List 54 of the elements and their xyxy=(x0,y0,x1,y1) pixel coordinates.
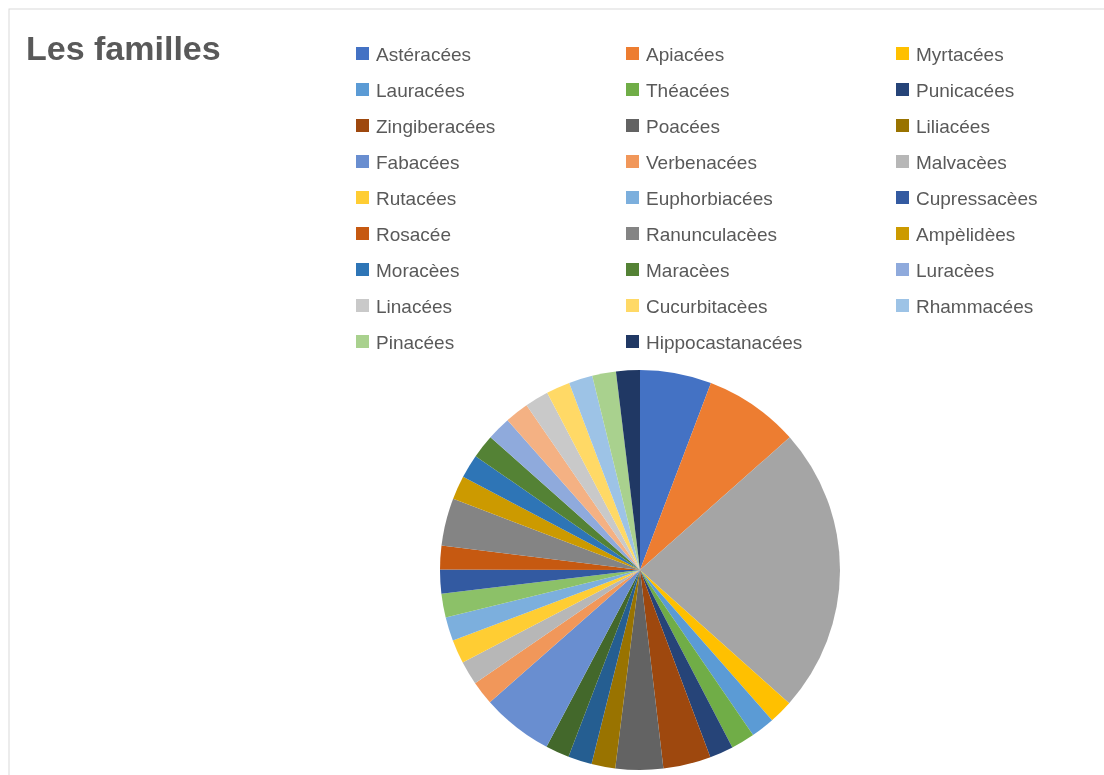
legend-label: Euphorbiacées xyxy=(646,187,773,209)
pie-slice xyxy=(475,570,640,703)
legend-label: Apiacées xyxy=(646,43,725,65)
legend-label: Fabacées xyxy=(376,151,460,173)
legend-label: Rosacée xyxy=(376,223,451,245)
pie-slice xyxy=(463,456,640,570)
legend-label: Poacées xyxy=(646,115,720,137)
legend-label: Hippocastanacées xyxy=(646,331,803,353)
pie-slice xyxy=(640,570,754,748)
legend-label: Malvacèes xyxy=(916,151,1007,173)
legend-label: Rhammacées xyxy=(916,295,1034,317)
legend-label: Lauracées xyxy=(376,79,465,101)
pie-slice xyxy=(592,371,640,570)
legend-label: Myrtacées xyxy=(916,43,1004,65)
legend-label: Rutacées xyxy=(376,187,457,209)
pie-slice xyxy=(453,476,640,570)
legend-label: Pinacées xyxy=(376,331,455,353)
pie-slice xyxy=(441,498,640,570)
pie-slice xyxy=(640,570,773,735)
pie-slice xyxy=(441,570,640,618)
pie-slice xyxy=(569,375,640,570)
pie-slice xyxy=(452,570,640,663)
pie-slice xyxy=(462,570,640,684)
legend-label: Verbenacées xyxy=(646,151,757,173)
pie-slice xyxy=(640,570,733,758)
pie-slice xyxy=(640,570,711,769)
legend-label: Zingiberacées xyxy=(376,115,496,137)
pie-slice xyxy=(445,570,640,641)
legend-label: Cupressacèes xyxy=(916,187,1038,209)
pie-slice xyxy=(490,420,640,570)
legend-label: Punicacées xyxy=(916,79,1015,101)
pie-slice xyxy=(526,392,640,570)
pie-slice xyxy=(507,405,640,570)
pie-slice xyxy=(640,437,840,704)
legend-label: Moracèes xyxy=(376,259,460,281)
pie-slice xyxy=(640,570,790,721)
pie-slice xyxy=(568,570,640,765)
legend-label: Astéracées xyxy=(376,43,472,65)
pie-slice xyxy=(546,570,640,757)
legend-label: Linacées xyxy=(376,295,453,317)
pie-slice xyxy=(475,437,640,570)
legend-label: Ranunculacèes xyxy=(646,223,777,245)
legend-label: Luracèes xyxy=(916,259,995,281)
pie-slice xyxy=(489,570,640,747)
pie-slice xyxy=(591,570,640,769)
chart-title: Les familles xyxy=(26,29,221,67)
legend-label: Maracèes xyxy=(646,259,730,281)
legend-label: Théacées xyxy=(646,79,730,101)
pie-slice xyxy=(640,383,790,570)
legend-label: Liliacées xyxy=(916,115,990,137)
pie-slice xyxy=(547,382,640,570)
pie-slice xyxy=(640,370,711,570)
legend-label: Ampèlidèes xyxy=(916,223,1016,245)
legend-label: Cucurbitacèes xyxy=(646,295,768,317)
